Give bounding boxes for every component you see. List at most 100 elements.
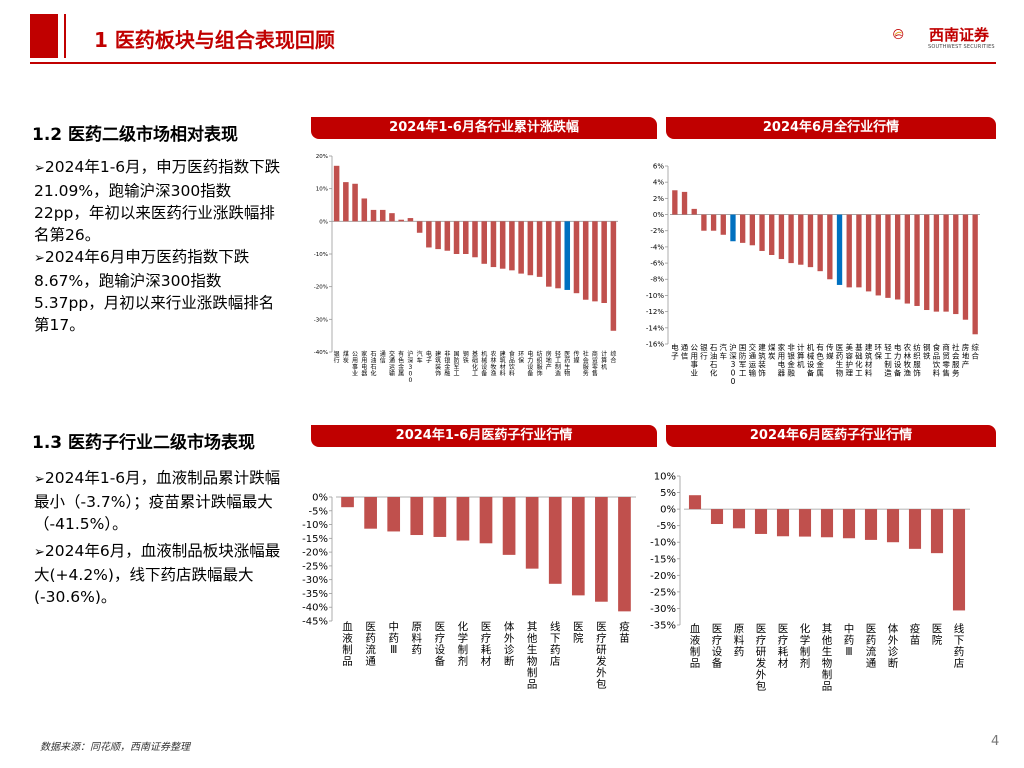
- bar-综合: [610, 221, 617, 331]
- y-tick-label: -15%: [650, 554, 676, 565]
- x-category-label: 疫苗: [910, 622, 921, 647]
- bar-传媒: [827, 214, 833, 280]
- x-category-label: 汽车: [417, 350, 423, 365]
- y-tick-label: -14%: [646, 324, 664, 332]
- bar-有色金属: [817, 214, 823, 272]
- x-category-label: 医疗研发外包: [756, 623, 767, 693]
- chart-2-title: 2024年6月全行业行情: [666, 117, 996, 139]
- y-tick-label: 0%: [319, 219, 328, 225]
- x-category-label: 纺织服饰: [913, 342, 921, 378]
- y-tick-label: -10%: [646, 292, 664, 300]
- x-category-label: 国防军工: [454, 351, 460, 378]
- bar-通信: [379, 209, 386, 222]
- y-tick-label: -20%: [302, 548, 328, 559]
- x-category-label: 银行: [334, 350, 340, 365]
- bullet-arrow-icon: ➢: [34, 161, 45, 176]
- bar-农林牧渔: [904, 214, 911, 304]
- section-1-3-bullet-1: ➢2024年1-6月，血液制品累计跌幅最小（-3.7%）；疫苗累计跌幅最大（-4…: [34, 467, 286, 535]
- bar-医疗研发外包: [595, 497, 608, 602]
- x-category-label: 建筑材料: [865, 342, 873, 378]
- bullet-text: 2024年1-6月，申万医药指数下跌21.09%，跑输沪深300指数22pp，年…: [34, 158, 281, 244]
- bar-医院: [930, 509, 944, 554]
- y-tick-label: -40%: [314, 350, 328, 356]
- page-number: 4: [991, 734, 1000, 749]
- bar-家用电器: [778, 214, 785, 260]
- x-category-label: 医疗耗材: [481, 621, 492, 668]
- bar-汽车: [720, 214, 726, 235]
- x-category-label: 计算机: [601, 350, 607, 371]
- x-category-label: 通信: [380, 350, 386, 365]
- bar-银行: [333, 165, 340, 222]
- x-category-label: 银行: [700, 343, 708, 361]
- y-tick-label: -10%: [650, 538, 676, 549]
- bar-其他生物制品: [820, 509, 834, 538]
- bullet-arrow-icon: ➢: [34, 251, 45, 266]
- x-category-label: 食品饮料: [933, 342, 941, 378]
- x-category-label: 体外诊断: [504, 621, 515, 668]
- bar-银行: [701, 214, 707, 231]
- bar-建筑材料: [865, 214, 872, 292]
- section-1-2-title: 1.2 医药二级市场相对表现: [32, 125, 239, 145]
- logo-subtitle: SOUTHWEST SECURITIES: [928, 44, 995, 50]
- bar-基础化工: [472, 221, 478, 258]
- y-tick-label: -30%: [314, 317, 328, 323]
- x-category-label: 建筑材料: [500, 350, 506, 378]
- bar-沪深300: [730, 214, 736, 242]
- x-category-label: 其他生物制品: [527, 621, 538, 691]
- bar-非银金融: [444, 221, 451, 251]
- x-category-label: 石油石化: [371, 351, 377, 378]
- bar-纺织服饰: [536, 221, 543, 277]
- x-category-label: 食品饮料: [509, 350, 515, 378]
- y-tick-label: -8%: [650, 276, 664, 284]
- bar-综合: [972, 214, 978, 335]
- y-tick-label: -2%: [650, 227, 664, 235]
- x-category-label: 社会服务: [952, 342, 960, 378]
- x-category-label: 血液制品: [342, 620, 353, 668]
- bar-通信: [681, 191, 688, 215]
- bar-医疗设备: [433, 497, 447, 537]
- x-category-label: 电力设备: [527, 350, 533, 378]
- x-category-label: 传媒: [826, 342, 834, 361]
- x-category-label: 非银金融: [787, 342, 795, 378]
- x-category-label: 医药生物: [564, 351, 570, 378]
- section-1-2-bullet-1: ➢2024年1-6月，申万医药指数下跌21.09%，跑输沪深300指数22pp，…: [34, 156, 286, 246]
- bar-公用事业: [352, 183, 358, 222]
- bar-计算机: [601, 221, 607, 303]
- bar-医药生物: [836, 214, 843, 285]
- bar-化学制剂: [456, 497, 470, 541]
- x-category-label: 农林牧渔: [490, 350, 496, 378]
- bar-轻工制造: [555, 221, 561, 289]
- y-tick-label: -15%: [302, 534, 328, 545]
- x-category-label: 电力设备: [894, 342, 902, 378]
- bullet-text: 2024年1-6月，血液制品累计跌幅最小（-3.7%）；疫苗累计跌幅最大（-41…: [34, 469, 281, 533]
- y-tick-label: -12%: [646, 308, 664, 316]
- bar-美容护理: [846, 214, 852, 288]
- x-category-label: 计算机: [797, 342, 805, 369]
- y-tick-label: -5%: [657, 521, 676, 532]
- x-category-label: 医药生物: [836, 343, 844, 378]
- bar-化学制剂: [798, 509, 812, 537]
- x-category-label: 环保: [875, 343, 883, 361]
- bar-计算机: [798, 214, 804, 265]
- y-tick-label: 4%: [653, 179, 664, 187]
- y-tick-label: -5%: [309, 506, 328, 517]
- x-category-label: 医疗设备: [435, 621, 446, 668]
- logo-icon: [893, 29, 904, 40]
- bar-机械设备: [481, 221, 487, 264]
- bar-其他生物制品: [525, 497, 539, 569]
- bar-商贸零售: [943, 214, 949, 312]
- x-category-label: 体外诊断: [888, 623, 899, 670]
- bar-电力设备: [894, 214, 901, 300]
- section-1-3-title: 1.3 医药子行业二级市场表现: [32, 433, 256, 453]
- bar-纺织服饰: [914, 214, 920, 306]
- bar-疫苗: [618, 497, 631, 612]
- bar-医药生物: [564, 221, 571, 290]
- bar-电力设备: [527, 221, 534, 276]
- bar-煤炭: [343, 182, 349, 222]
- bar-原料药: [410, 497, 424, 536]
- bar-有色金属: [398, 219, 404, 222]
- chart-subsector-june: 10%5%0%-5%-10%-15%-20%-25%-30%-35% 血液制品医疗…: [650, 472, 970, 693]
- x-category-label: 农林牧渔: [904, 342, 912, 378]
- logo-name: 西南证券: [929, 26, 990, 44]
- x-category-label: 医疗耗材: [778, 623, 789, 670]
